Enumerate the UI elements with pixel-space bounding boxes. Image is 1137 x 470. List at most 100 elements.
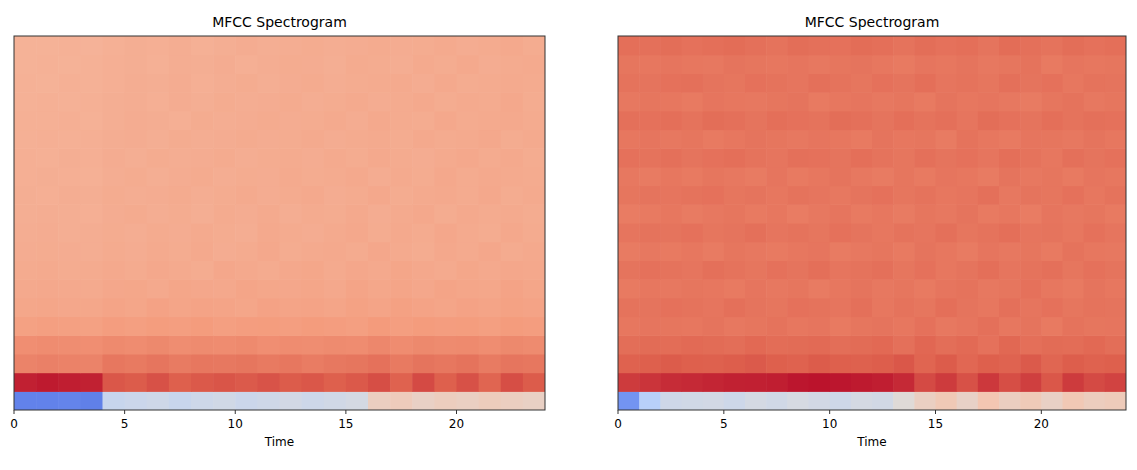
cell: [851, 317, 873, 336]
cell: [235, 298, 258, 317]
cells: [618, 36, 1126, 410]
cell: [346, 354, 369, 373]
title: MFCC Spectrogram: [212, 14, 347, 30]
cell: [682, 111, 704, 130]
cell: [724, 92, 746, 111]
cell: [280, 55, 303, 74]
cell: [235, 73, 258, 92]
cell: [302, 186, 325, 205]
cell: [893, 242, 915, 261]
cell: [745, 391, 767, 410]
cell: [957, 354, 979, 373]
cell: [830, 298, 852, 317]
cell: [893, 167, 915, 186]
cell: [914, 186, 936, 205]
cell: [36, 36, 59, 55]
cell: [660, 55, 682, 74]
cell: [280, 317, 303, 336]
x-tick-label: 20: [1034, 417, 1049, 431]
cell: [346, 36, 369, 55]
cell: [893, 279, 915, 298]
cell: [745, 204, 767, 223]
cell: [501, 223, 524, 242]
cell: [957, 186, 979, 205]
cell: [58, 55, 81, 74]
cell: [434, 167, 457, 186]
cell: [936, 317, 958, 336]
cell: [235, 317, 258, 336]
cell: [872, 223, 894, 242]
cell: [103, 167, 126, 186]
cell: [1105, 55, 1126, 74]
cell: [660, 242, 682, 261]
cell: [169, 36, 192, 55]
cell: [346, 92, 369, 111]
cell: [724, 317, 746, 336]
cell: [872, 130, 894, 149]
cell: [147, 204, 170, 223]
cell: [213, 130, 236, 149]
cell: [1020, 111, 1042, 130]
cell: [1105, 73, 1126, 92]
cell: [703, 391, 725, 410]
cell: [830, 373, 852, 392]
cell: [302, 391, 325, 410]
cell: [523, 317, 545, 336]
cell: [1041, 92, 1063, 111]
cell: [893, 92, 915, 111]
cell: [999, 391, 1021, 410]
cell: [787, 167, 809, 186]
cell: [324, 279, 347, 298]
cell: [1084, 92, 1106, 111]
cell: [257, 279, 280, 298]
cell: [1063, 242, 1085, 261]
cell: [1063, 186, 1085, 205]
cell: [893, 111, 915, 130]
cell: [280, 111, 303, 130]
cell: [872, 55, 894, 74]
cell: [125, 186, 148, 205]
cell: [368, 204, 391, 223]
cell: [125, 373, 148, 392]
cell: [1084, 298, 1106, 317]
cell: [724, 111, 746, 130]
cell: [999, 167, 1021, 186]
cell: [36, 317, 59, 336]
cell: [169, 204, 192, 223]
cell: [125, 298, 148, 317]
cell: [14, 373, 37, 392]
cell: [302, 92, 325, 111]
cell: [36, 391, 59, 410]
cell: [346, 242, 369, 261]
cell: [501, 354, 524, 373]
cell: [346, 204, 369, 223]
cell: [523, 186, 545, 205]
cell: [434, 111, 457, 130]
cell: [618, 73, 640, 92]
cell: [1041, 223, 1063, 242]
cell: [618, 186, 640, 205]
cell: [724, 55, 746, 74]
cell: [618, 373, 640, 392]
cell: [302, 242, 325, 261]
cell: [660, 373, 682, 392]
cell: [235, 130, 258, 149]
cell: [390, 373, 413, 392]
cell: [390, 36, 413, 55]
cell: [457, 242, 480, 261]
cell: [346, 317, 369, 336]
cell: [893, 335, 915, 354]
cell: [390, 204, 413, 223]
cell: [213, 335, 236, 354]
cell: [639, 186, 661, 205]
cell: [724, 298, 746, 317]
cell: [787, 186, 809, 205]
cell: [58, 186, 81, 205]
cell: [787, 279, 809, 298]
cell: [36, 204, 59, 223]
cell: [434, 354, 457, 373]
cell: [809, 130, 831, 149]
cell: [103, 111, 126, 130]
x-tick-label: 10: [228, 417, 243, 431]
cell: [324, 298, 347, 317]
